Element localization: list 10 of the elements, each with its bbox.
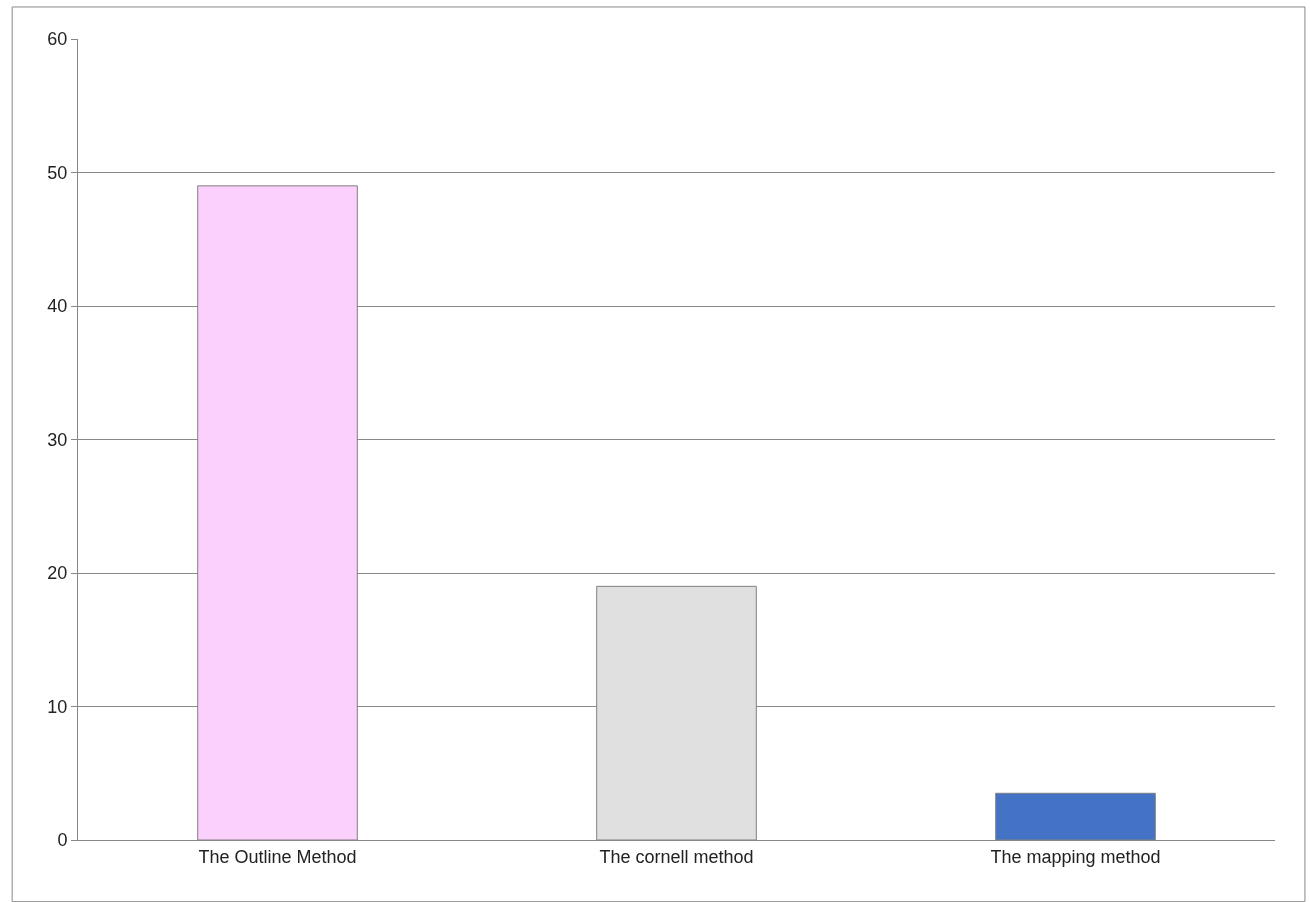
y-tick-label: 0 <box>57 830 68 851</box>
y-tick-label: 40 <box>47 296 68 317</box>
y-tick-label: 30 <box>47 429 68 450</box>
x-tick-label: The Outline Method <box>198 846 357 867</box>
y-tick-label: 60 <box>47 29 68 50</box>
x-tick-label: The mapping method <box>990 846 1161 867</box>
y-tick-label: 10 <box>47 696 68 717</box>
y-tick-label: 50 <box>47 162 68 183</box>
y-tick-label: 20 <box>47 563 68 584</box>
x-tick-label: The cornell method <box>599 846 754 867</box>
